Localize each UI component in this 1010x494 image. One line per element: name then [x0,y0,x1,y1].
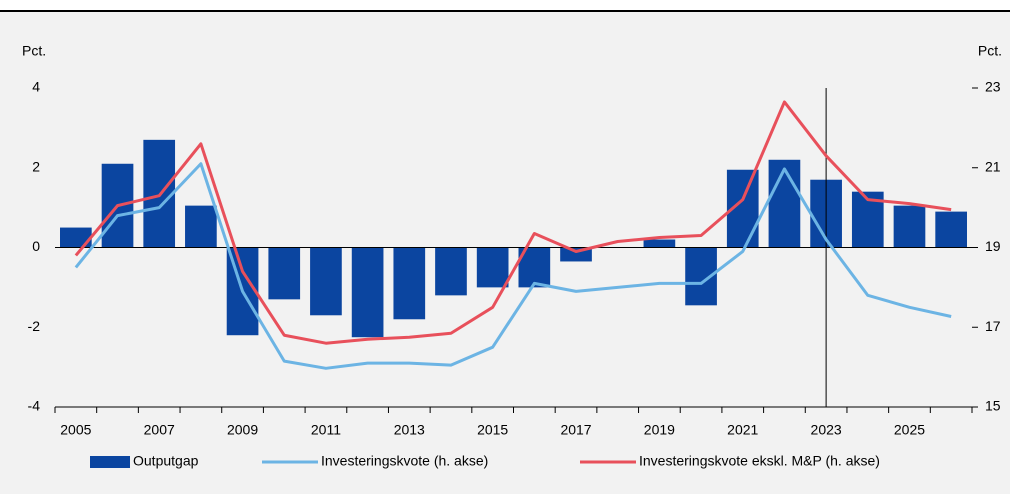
y2-tick-label: 19 [985,238,1001,254]
y-tick-label: -2 [28,318,41,334]
y-axis-label: Pct. [22,43,46,59]
bar [351,247,384,338]
bar [643,239,676,248]
x-tick-label: 2017 [560,422,591,438]
bar [435,247,467,296]
x-tick-label: 2015 [477,422,508,438]
y2-tick-label: 15 [985,398,1001,414]
y2-axis-label: Pct. [978,43,1002,59]
y2-tick-label: 23 [985,79,1001,95]
y-tick-label: -4 [28,398,41,414]
y-tick-label: 4 [32,79,40,95]
x-tick-label: 2023 [811,422,842,438]
bar [185,205,217,248]
legend-label: Investeringskvote ekskl. M&P (h. akse) [639,453,880,469]
legend-swatch [90,456,130,468]
line [74,162,952,370]
bar [768,159,801,248]
line [74,100,952,345]
bar [268,247,301,300]
x-tick-label: 2005 [60,422,91,438]
bar [60,227,92,248]
y-tick-label: 0 [32,238,40,254]
x-tick-label: 2019 [644,422,675,438]
bar [935,211,967,248]
x-tick-label: 2007 [144,422,175,438]
y2-tick-label: 21 [985,158,1001,174]
bar [310,247,342,316]
bar [393,247,426,320]
legend-label: Investeringskvote (h. akse) [321,453,488,469]
x-tick-label: 2025 [894,422,925,438]
x-tick-label: 2021 [727,422,758,438]
bar [476,247,509,288]
y-tick-label: 2 [32,158,40,174]
x-tick-label: 2009 [227,422,258,438]
x-tick-label: 2011 [311,422,341,438]
x-tick-label: 2013 [394,422,425,438]
y2-tick-label: 17 [985,318,1001,334]
bar [893,205,926,248]
legend-label: Outputgap [133,453,199,469]
